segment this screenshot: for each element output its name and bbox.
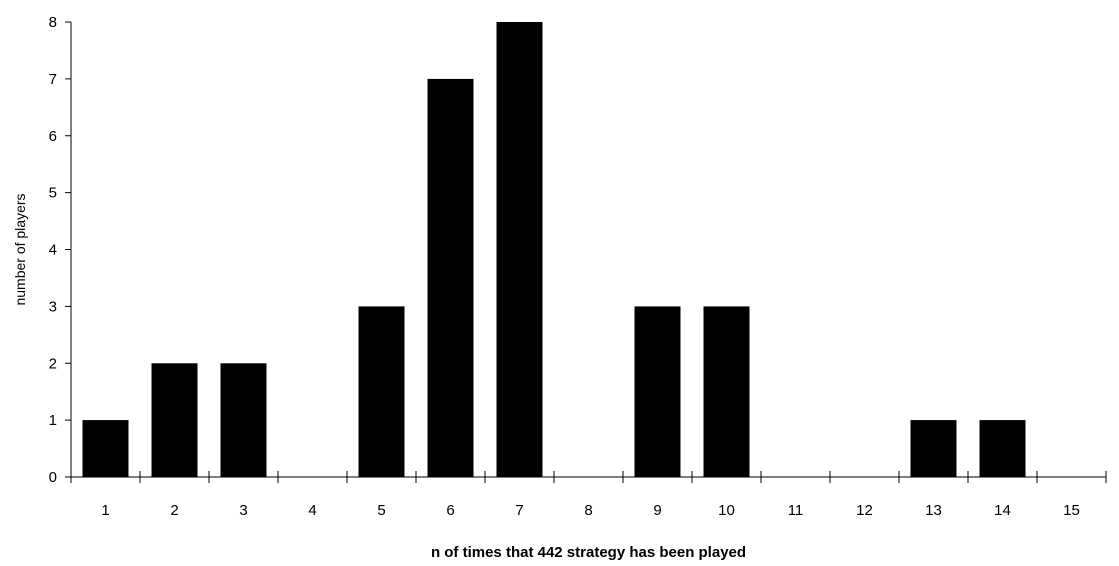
y-tick-label: 7 (49, 71, 57, 88)
bar-7 (496, 22, 543, 477)
y-axis-title: number of players (12, 193, 28, 305)
y-tick-label: 6 (49, 128, 57, 145)
y-tick-label: 3 (49, 298, 57, 315)
y-tick-label: 4 (49, 242, 57, 259)
bar-5 (358, 306, 405, 477)
y-tick-label: 2 (49, 355, 57, 372)
bar-6 (427, 78, 474, 478)
y-ticks: 0 1 2 3 4 5 6 7 8 (49, 14, 71, 486)
x-tick-label: 13 (925, 502, 942, 519)
x-tick-label: 14 (994, 502, 1011, 519)
bars-layer (82, 22, 1026, 478)
x-tick-label: 5 (377, 502, 385, 519)
x-tick-label: 3 (239, 502, 247, 519)
bar-9 (634, 306, 681, 477)
x-tick-label: 12 (856, 502, 873, 519)
x-tick-label: 15 (1063, 502, 1080, 519)
x-tick-label: 9 (653, 502, 661, 519)
x-tick-label: 2 (170, 502, 178, 519)
x-ticks: 1 2 3 4 5 6 7 8 9 10 11 12 13 14 15 (70, 471, 1107, 519)
x-axis-title: n of times that 442 strategy has been pl… (431, 544, 746, 561)
bar-3 (220, 363, 267, 478)
x-tick-label: 4 (308, 502, 316, 519)
y-tick-label: 8 (49, 14, 57, 31)
x-tick-label: 10 (718, 502, 735, 519)
y-tick-label: 0 (49, 469, 57, 486)
x-tick-label: 7 (515, 502, 523, 519)
y-tick-label: 5 (49, 185, 57, 202)
bar-1 (82, 420, 129, 477)
bar-14 (979, 420, 1026, 477)
bar-2 (151, 363, 198, 478)
bar-13 (910, 420, 957, 477)
x-tick-label: 6 (446, 502, 454, 519)
y-tick-label: 1 (49, 412, 57, 429)
x-tick-label: 8 (584, 502, 592, 519)
x-tick-label: 11 (788, 502, 804, 519)
x-tick-label: 1 (101, 502, 109, 519)
bar-10 (703, 306, 750, 477)
